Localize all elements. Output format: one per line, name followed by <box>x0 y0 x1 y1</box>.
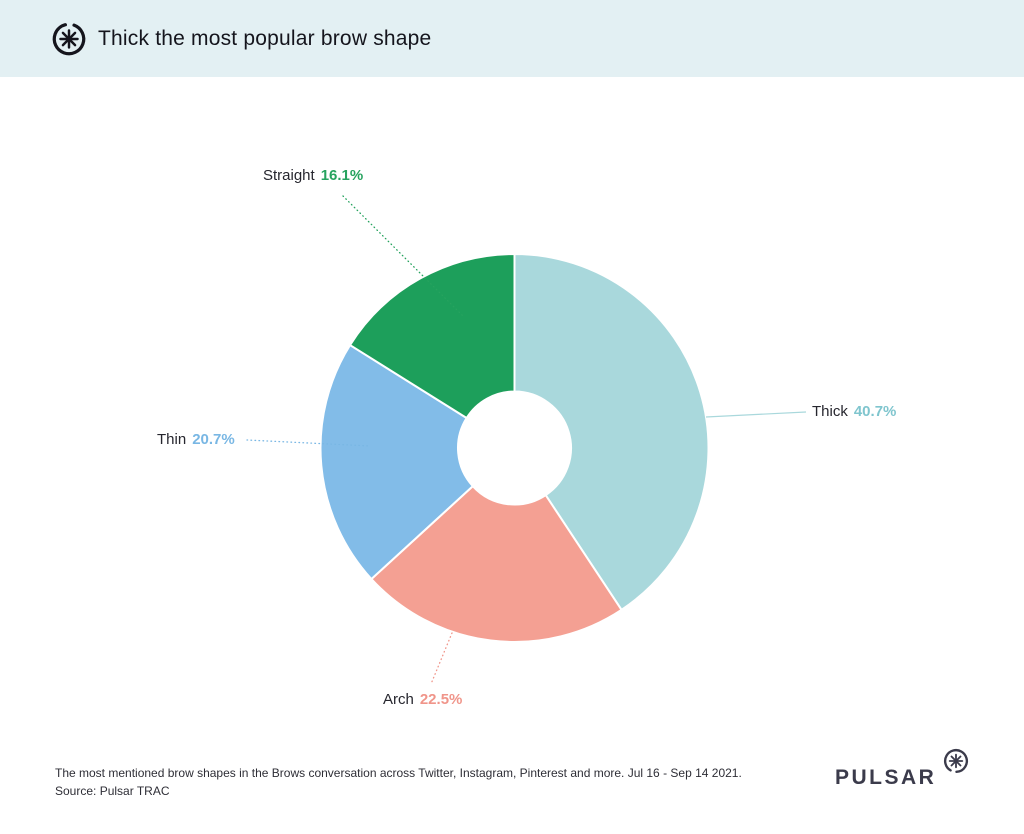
caption-line: The most mentioned brow shapes in the Br… <box>55 766 742 780</box>
slice-value: 22.5% <box>419 691 463 708</box>
donut-slice-arch <box>370 485 623 643</box>
leader-lines <box>246 195 807 685</box>
pulsar-asterisk-icon <box>52 22 86 55</box>
leader-arch <box>430 632 453 685</box>
slice-name: Thin <box>157 431 187 448</box>
slice-label-thin: Thin 20.7% <box>157 430 235 450</box>
brand-wordmark: PULSAR <box>835 766 937 789</box>
leader-straight <box>342 195 464 317</box>
footer-caption: The most mentioned brow shapes in the Br… <box>55 764 795 800</box>
slice-value: 16.1% <box>320 167 364 184</box>
source-line: Source: Pulsar TRAC <box>55 784 170 798</box>
donut-slice-thin <box>319 344 474 581</box>
slice-value: 20.7% <box>192 431 235 448</box>
brand-logo: PULSAR <box>835 747 995 797</box>
header-band: Thick the most popular brow shape <box>0 0 1024 77</box>
slice-label-straight: Straight 16.1% <box>263 166 363 186</box>
slice-name: Thick <box>812 403 848 420</box>
slice-value: 40.7% <box>853 403 897 420</box>
slice-label-arch: Arch 22.5% <box>383 690 462 710</box>
slice-label-thick: Thick 40.7% <box>812 402 896 422</box>
pulsar-asterisk-icon <box>943 748 969 774</box>
donut-slices <box>319 253 710 643</box>
slice-name: Straight <box>263 167 315 184</box>
leader-thin <box>246 439 371 447</box>
page-title: Thick the most popular brow shape <box>98 26 432 50</box>
leader-thick <box>705 411 807 418</box>
donut-slice-straight <box>349 253 516 420</box>
slice-name: Arch <box>383 691 414 708</box>
